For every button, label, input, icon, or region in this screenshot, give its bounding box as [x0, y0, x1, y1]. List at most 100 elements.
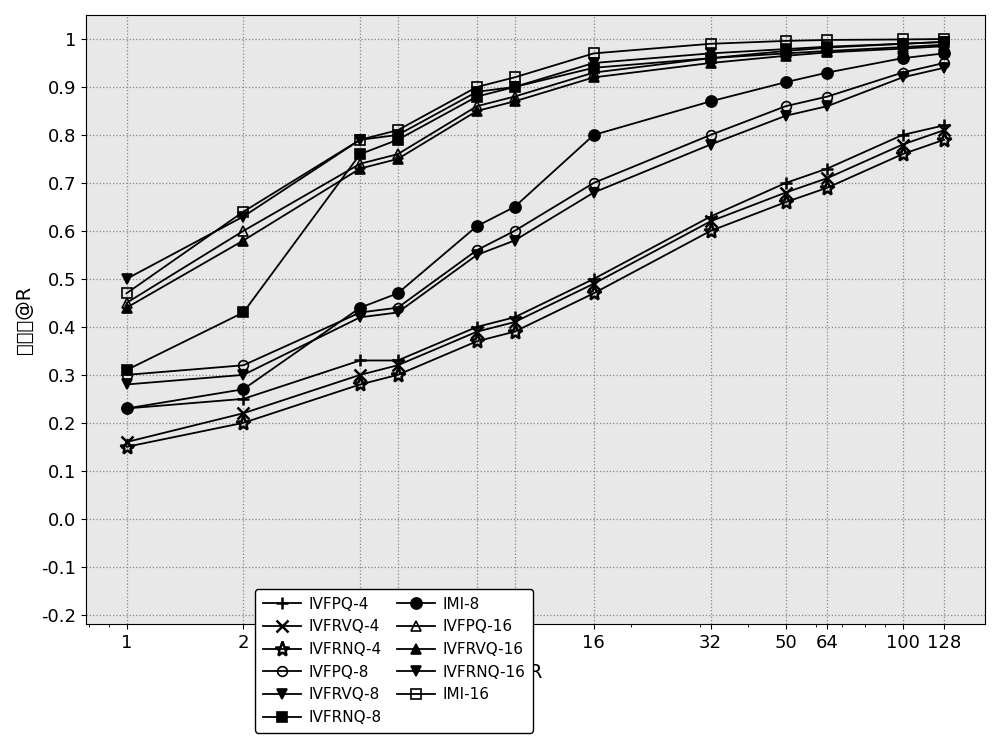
IVFRVQ-4 [938, 126, 950, 135]
IVFPQ-8 [938, 58, 950, 67]
IVFPQ-4 [509, 313, 521, 322]
IVFPQ-16 [471, 101, 483, 110]
IVFRNQ-16 [821, 42, 833, 51]
IMI-16 [471, 83, 483, 92]
IVFRNQ-8 [237, 308, 249, 317]
Line: IVFRVQ-8: IVFRVQ-8 [122, 63, 949, 389]
IMI-16 [705, 39, 717, 48]
IMI-8 [780, 78, 792, 87]
IMI-8 [121, 404, 133, 413]
IVFRNQ-8 [588, 64, 600, 73]
IVFRNQ-8 [471, 92, 483, 101]
IVFRVQ-16 [237, 236, 249, 245]
IVFPQ-8 [705, 130, 717, 139]
IVFRNQ-4 [509, 327, 521, 336]
Legend: IVFPQ-4, IVFRVQ-4, IVFRNQ-4, IVFPQ-8, IVFRVQ-8, IVFRNQ-8, IMI-8, IVFPQ-16, IVFRV: IVFPQ-4, IVFRVQ-4, IVFRNQ-4, IVFPQ-8, IV… [255, 589, 533, 733]
Line: IVFRVQ-16: IVFRVQ-16 [122, 41, 949, 312]
IVFRVQ-4 [237, 408, 249, 417]
IVFRVQ-16 [705, 58, 717, 67]
IVFPQ-8 [237, 361, 249, 370]
IVFRVQ-8 [897, 73, 909, 82]
IVFRNQ-8 [392, 135, 404, 144]
Line: IVFPQ-4: IVFPQ-4 [120, 119, 950, 414]
IMI-8 [392, 289, 404, 297]
IMI-8 [471, 222, 483, 231]
Line: IVFPQ-8: IVFPQ-8 [122, 58, 949, 380]
IVFPQ-16 [392, 149, 404, 158]
IVFRNQ-8 [509, 83, 521, 92]
IVFRNQ-4 [121, 443, 133, 451]
IVFRVQ-4 [121, 437, 133, 446]
IVFRVQ-8 [938, 64, 950, 73]
Line: IVFRVQ-4: IVFRVQ-4 [120, 124, 950, 448]
IVFPQ-8 [588, 178, 600, 187]
IVFPQ-8 [821, 92, 833, 101]
IVFRVQ-8 [121, 380, 133, 389]
IVFRNQ-16 [897, 39, 909, 48]
IVFRNQ-16 [354, 135, 366, 144]
IMI-16 [897, 35, 909, 44]
IVFPQ-4 [705, 212, 717, 221]
X-axis label: R: R [529, 663, 542, 682]
IVFPQ-8 [780, 101, 792, 110]
IVFRVQ-16 [392, 155, 404, 164]
IVFRVQ-8 [705, 140, 717, 149]
IVFRVQ-16 [938, 41, 950, 50]
IMI-16 [237, 207, 249, 216]
IVFRVQ-16 [509, 97, 521, 106]
IVFRVQ-4 [392, 361, 404, 370]
IMI-16 [121, 289, 133, 297]
IVFRVQ-4 [354, 371, 366, 380]
IVFRVQ-8 [821, 101, 833, 110]
IVFPQ-4 [471, 323, 483, 332]
IVFPQ-4 [392, 356, 404, 365]
IVFRNQ-16 [471, 87, 483, 96]
IVFRVQ-4 [780, 188, 792, 197]
IVFRVQ-4 [705, 217, 717, 226]
IVFPQ-4 [780, 178, 792, 187]
IMI-16 [354, 135, 366, 144]
IVFRNQ-4 [392, 371, 404, 380]
IVFPQ-8 [354, 308, 366, 317]
IVFRNQ-4 [354, 380, 366, 389]
IVFPQ-4 [588, 275, 600, 283]
IMI-8 [821, 68, 833, 77]
IVFRNQ-4 [821, 184, 833, 192]
IVFRNQ-4 [237, 418, 249, 427]
IVFRNQ-4 [705, 226, 717, 235]
Y-axis label: 召回率@R: 召回率@R [15, 286, 34, 354]
IVFRNQ-8 [354, 149, 366, 158]
IVFRNQ-8 [780, 47, 792, 55]
IMI-16 [588, 49, 600, 58]
IVFPQ-8 [509, 226, 521, 235]
IVFRVQ-8 [588, 188, 600, 197]
IVFPQ-4 [938, 121, 950, 130]
IVFRVQ-4 [897, 140, 909, 149]
IVFRVQ-4 [588, 279, 600, 288]
Line: IMI-8: IMI-8 [121, 48, 950, 414]
IVFPQ-16 [509, 92, 521, 101]
IVFRVQ-4 [509, 317, 521, 326]
IVFPQ-4 [121, 404, 133, 413]
IMI-16 [938, 35, 950, 44]
IVFPQ-16 [705, 54, 717, 63]
IVFRNQ-4 [588, 289, 600, 297]
IVFRVQ-8 [780, 111, 792, 120]
IVFPQ-8 [897, 68, 909, 77]
IVFPQ-8 [121, 371, 133, 380]
IMI-16 [392, 126, 404, 135]
IVFPQ-4 [821, 164, 833, 173]
IVFRNQ-16 [588, 58, 600, 67]
IVFPQ-16 [821, 47, 833, 55]
IVFRNQ-16 [705, 49, 717, 58]
IVFPQ-4 [237, 394, 249, 403]
IVFRVQ-16 [780, 51, 792, 60]
IVFPQ-4 [897, 130, 909, 139]
IVFRNQ-8 [121, 366, 133, 374]
IMI-8 [509, 203, 521, 212]
IVFPQ-16 [897, 43, 909, 52]
IVFRNQ-4 [780, 198, 792, 206]
IVFPQ-8 [392, 303, 404, 312]
IVFRVQ-16 [897, 44, 909, 53]
IVFRVQ-16 [588, 73, 600, 82]
